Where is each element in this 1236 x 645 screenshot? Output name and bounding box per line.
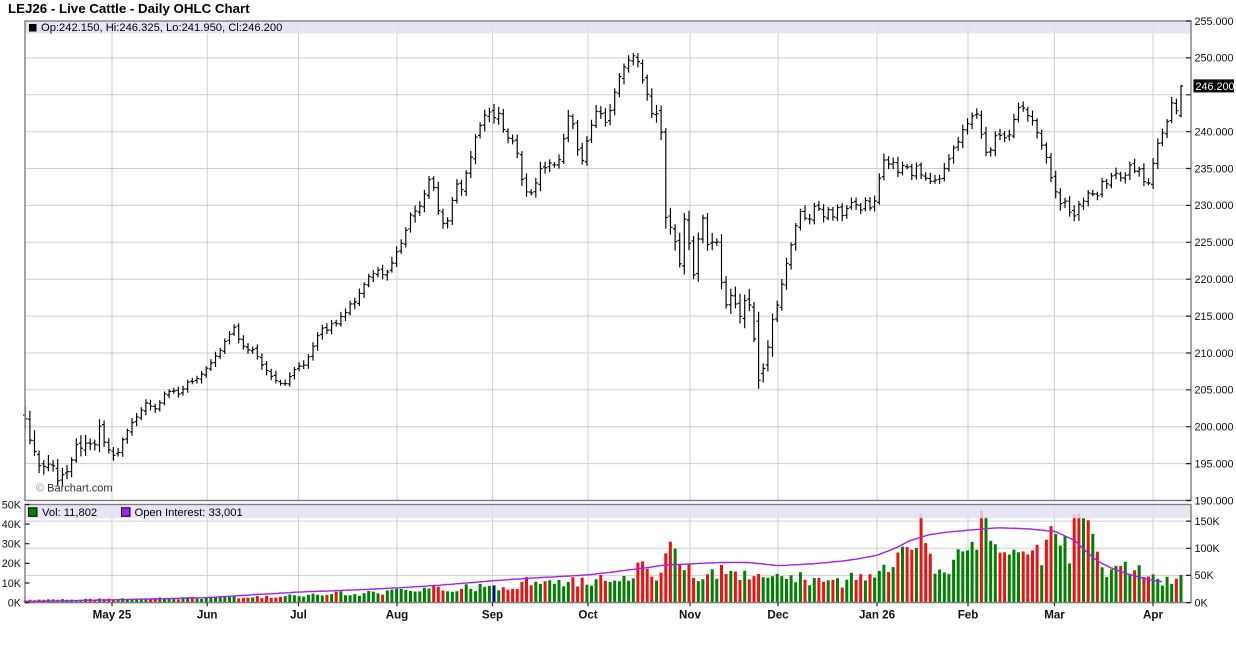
svg-text:230.000: 230.000	[1195, 200, 1234, 212]
svg-text:Jul: Jul	[290, 609, 307, 622]
svg-text:225.000: 225.000	[1195, 237, 1234, 249]
svg-text:LEJ26 - Live Cattle - Daily OH: LEJ26 - Live Cattle - Daily OHLC Chart	[8, 1, 250, 16]
svg-text:190.000: 190.000	[1195, 495, 1234, 507]
svg-text:220.000: 220.000	[1195, 274, 1234, 286]
svg-text:200.000: 200.000	[1195, 422, 1234, 434]
svg-text:0K: 0K	[8, 597, 22, 609]
svg-text:Nov: Nov	[679, 609, 701, 622]
svg-text:0K: 0K	[1195, 597, 1209, 609]
svg-text:Op:242.150, Hi:246.325, Lo:241: Op:242.150, Hi:246.325, Lo:241.950, Cl:2…	[41, 22, 282, 34]
svg-text:150K: 150K	[1195, 516, 1221, 528]
svg-text:30K: 30K	[2, 539, 22, 551]
svg-text:205.000: 205.000	[1195, 385, 1234, 397]
svg-text:235.000: 235.000	[1195, 163, 1234, 175]
svg-text:10K: 10K	[2, 578, 22, 590]
svg-text:Sep: Sep	[482, 609, 503, 622]
svg-text:Aug: Aug	[386, 609, 409, 622]
svg-text:Vol: 11,802: Vol: 11,802	[42, 507, 97, 519]
svg-text:© Barchart.com: © Barchart.com	[36, 483, 113, 495]
svg-text:255.000: 255.000	[1195, 16, 1234, 28]
svg-text:Jun: Jun	[197, 609, 218, 622]
svg-text:50K: 50K	[2, 499, 22, 511]
svg-text:215.000: 215.000	[1195, 311, 1234, 323]
svg-text:Dec: Dec	[767, 609, 789, 622]
svg-text:May 25: May 25	[93, 609, 132, 622]
svg-text:246.200: 246.200	[1196, 81, 1235, 93]
svg-text:50K: 50K	[1195, 570, 1215, 582]
svg-text:Apr: Apr	[1143, 609, 1163, 622]
svg-text:210.000: 210.000	[1195, 348, 1234, 360]
svg-text:100K: 100K	[1195, 543, 1221, 555]
svg-text:Jan 26: Jan 26	[859, 609, 896, 622]
svg-text:Open Interest: 33,001: Open Interest: 33,001	[135, 507, 243, 519]
svg-text:20K: 20K	[2, 558, 22, 570]
svg-text:40K: 40K	[2, 519, 22, 531]
svg-text:Oct: Oct	[578, 609, 597, 622]
svg-text:240.000: 240.000	[1195, 127, 1234, 139]
svg-text:250.000: 250.000	[1195, 53, 1234, 65]
svg-text:Feb: Feb	[958, 609, 979, 622]
svg-text:Mar: Mar	[1044, 609, 1065, 622]
svg-text:195.000: 195.000	[1195, 458, 1234, 470]
